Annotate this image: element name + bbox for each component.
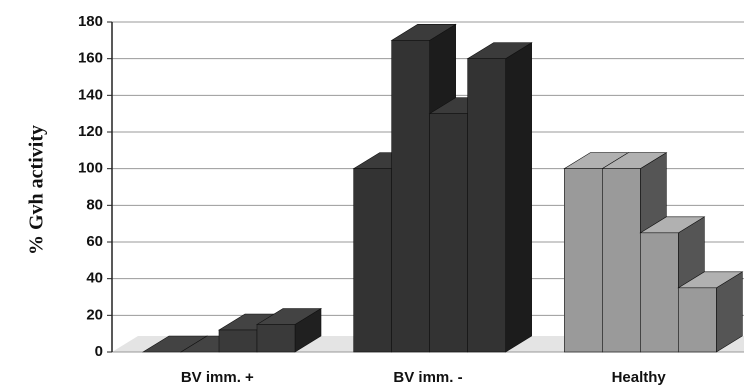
y-tick-label: 20 (86, 306, 103, 323)
bar-side (505, 42, 532, 353)
x-tick-label: BV imm. - (393, 369, 462, 386)
y-tick-label: 100 (78, 160, 103, 177)
bar (602, 168, 641, 353)
y-tick-label: 0 (95, 343, 103, 360)
x-tick-label: Healthy (612, 369, 667, 386)
bar (353, 168, 392, 353)
bar (256, 324, 296, 353)
bar (640, 232, 679, 353)
y-tick-label: 180 (78, 13, 103, 30)
x-tick-label: BV imm. + (181, 369, 254, 386)
bar (429, 113, 468, 353)
y-tick-label: 120 (78, 123, 103, 140)
bar (564, 168, 603, 353)
bar (678, 287, 717, 353)
y-tick-label: 160 (78, 50, 103, 67)
bar (218, 329, 258, 353)
y-tick-label: 140 (78, 86, 103, 103)
y-axis-title: % Gvh activity (26, 125, 48, 255)
y-tick-label: 60 (86, 233, 103, 250)
y-tick-label: 40 (86, 270, 103, 287)
bar (467, 58, 506, 353)
bar (391, 40, 430, 353)
y-tick-label: 80 (86, 196, 103, 213)
